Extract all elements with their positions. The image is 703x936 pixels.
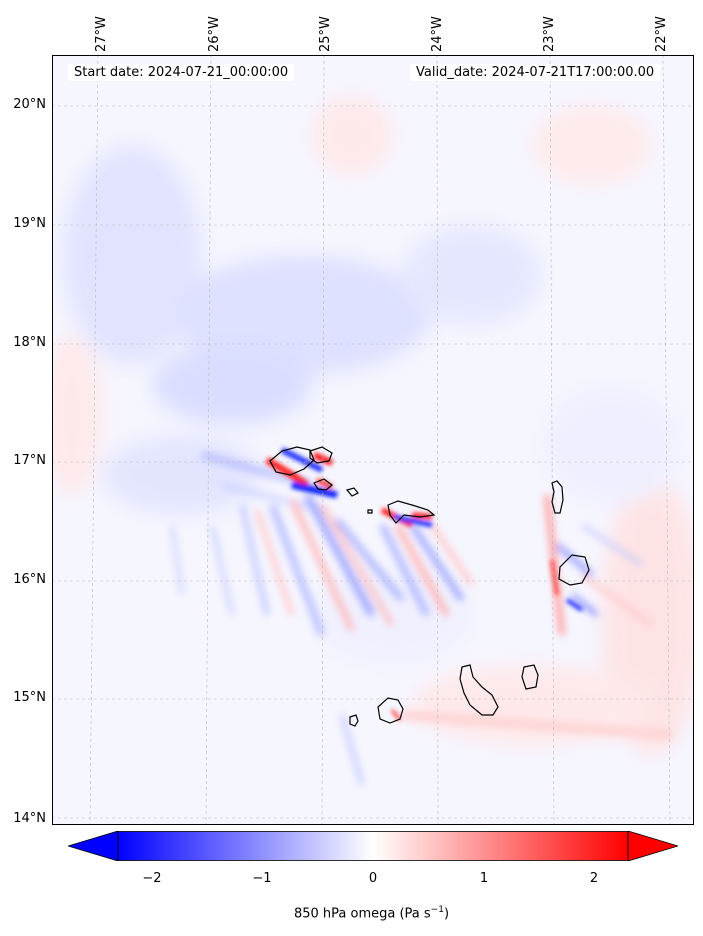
lat-tick-20n: 20°N: [13, 97, 46, 112]
lat-tick-18n: 18°N: [13, 335, 46, 350]
island-santiago: [459, 664, 499, 716]
colorbar-tick-neg2: −2: [142, 871, 162, 886]
map-frame: [52, 55, 694, 825]
start-date-label: Start date: 2024-07-21_00:00:00: [68, 64, 295, 81]
colorbar-label-close: ): [443, 906, 450, 922]
lon-tick-23w: 23°W: [542, 16, 557, 52]
colorbar-label: 850 hPa omega (Pa s−1): [0, 905, 703, 921]
gridlines: [52, 55, 694, 825]
map-panel: [52, 55, 694, 825]
islet-branco: [367, 509, 373, 514]
lon-tick-25w: 25°W: [318, 16, 333, 52]
island-santo-antao: [269, 446, 315, 476]
island-fogo: [377, 697, 404, 724]
lat-tick-15n: 15°N: [13, 690, 46, 705]
island-sao-nicolau: [387, 500, 436, 524]
colorbar-label-exponent: −1: [430, 905, 444, 915]
island-sal: [551, 480, 564, 514]
colorbar-tick-0: 0: [368, 871, 378, 886]
lat-tick-19n: 19°N: [13, 216, 46, 231]
island-sao-vicente: [309, 446, 333, 464]
island-santa-luzia: [313, 478, 333, 491]
colorbar-label-main: 850 hPa omega (Pa s: [293, 906, 431, 922]
wave-streaks: [169, 451, 673, 786]
intense-cores: [265, 447, 584, 721]
island-brava: [349, 714, 359, 727]
omega-field-map: [52, 55, 694, 825]
valid-date-label: Valid_date: 2024-07-21T17:00:00.00: [410, 64, 661, 81]
colorbar-tick-2: 2: [589, 871, 599, 886]
colorbar-tick-1: 1: [479, 871, 489, 886]
colorbar: [68, 831, 678, 861]
lon-tick-22w: 22°W: [654, 16, 669, 52]
lon-tick-26w: 26°W: [207, 16, 222, 52]
lon-tick-27w: 27°W: [94, 16, 109, 52]
islet-raso: [345, 487, 359, 497]
colorbar-low-extension: [68, 831, 119, 861]
island-boa-vista: [558, 554, 590, 586]
colorbar-tick-neg1: −1: [252, 871, 272, 886]
lat-tick-16n: 16°N: [13, 572, 46, 587]
colorbar-high-extension: [627, 831, 678, 861]
diffuse-field: [52, 95, 694, 755]
lon-tick-24w: 24°W: [430, 16, 445, 52]
colorbar-gradient: [117, 831, 629, 861]
lat-tick-17n: 17°N: [13, 453, 46, 468]
island-maio: [521, 664, 539, 690]
coastlines: [269, 446, 590, 727]
lat-tick-14n: 14°N: [13, 811, 46, 826]
